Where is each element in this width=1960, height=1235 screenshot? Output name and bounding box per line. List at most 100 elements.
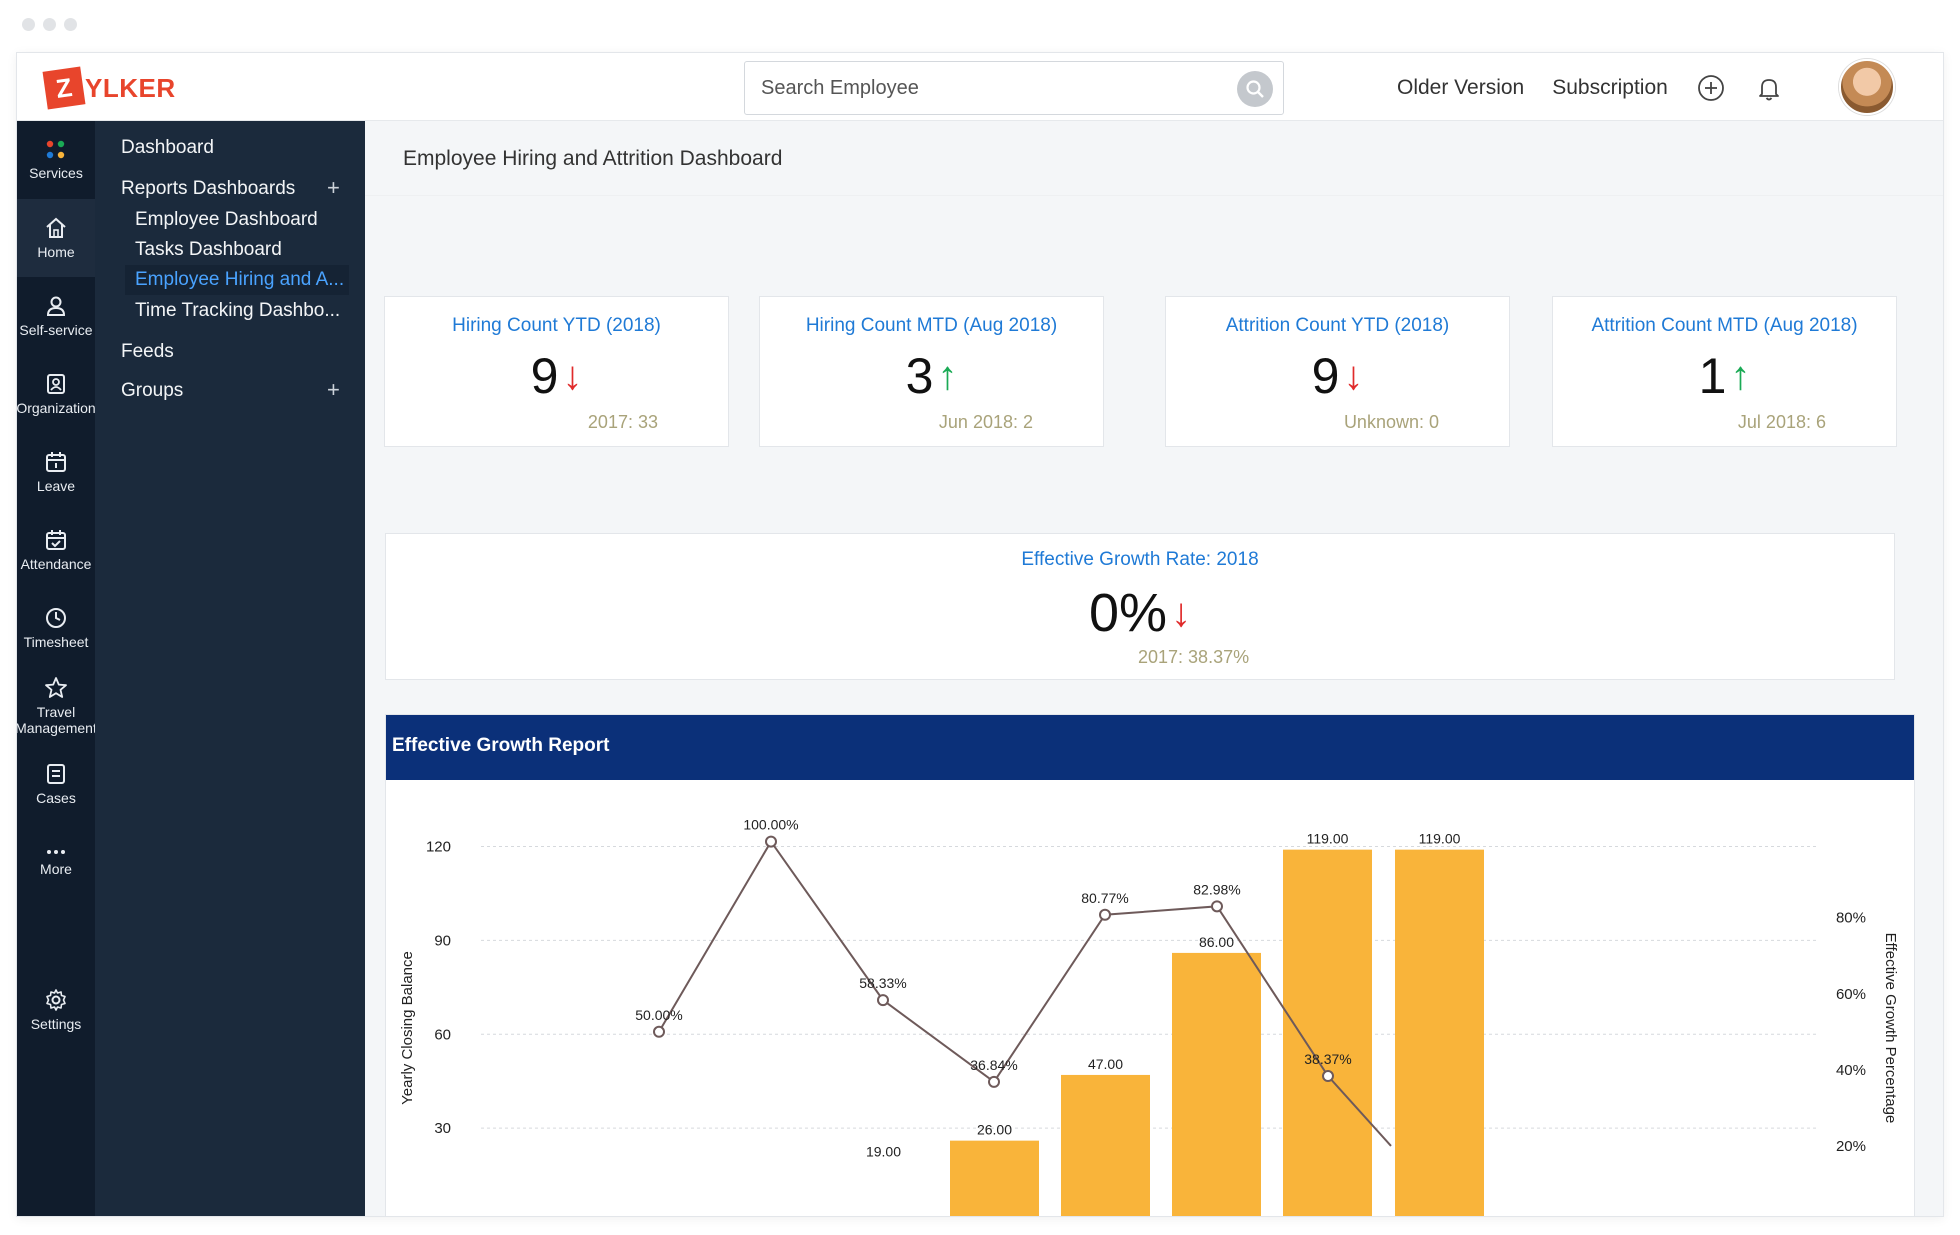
rail-more[interactable]: More bbox=[17, 823, 95, 901]
kpi-value-row: 3 ↑ bbox=[760, 347, 1103, 405]
rail-self-service[interactable]: Self-service bbox=[17, 277, 95, 355]
line-point-label: 38.37% bbox=[1304, 1051, 1351, 1067]
search-button[interactable] bbox=[1237, 71, 1273, 107]
kpi-comparison: Jun 2018: 2 bbox=[938, 412, 1033, 432]
rail-travel[interactable]: Travel Management bbox=[17, 667, 95, 745]
kpi-value-row: 9 ↓ bbox=[385, 347, 728, 405]
icon-rail: Services Home Self-service Organization … bbox=[17, 121, 95, 1216]
bell-icon[interactable] bbox=[1754, 73, 1784, 103]
y-tick-label: 120 bbox=[426, 839, 451, 856]
line-point-label: 58.33% bbox=[859, 975, 906, 991]
user-avatar[interactable] bbox=[1839, 59, 1895, 115]
rail-label: Leave bbox=[36, 477, 76, 494]
kpi-card[interactable]: Attrition Count YTD (2018) 9 ↓ Unknown: 0 bbox=[1165, 296, 1510, 447]
rail-label-2: Management bbox=[17, 720, 95, 736]
menu-reports-dashboards[interactable]: Reports Dashboards bbox=[121, 178, 296, 199]
arrow-up-icon: ↑ bbox=[1730, 353, 1751, 398]
rail-services[interactable]: Services bbox=[17, 121, 95, 199]
kpi-comparison: 2017: 33 bbox=[587, 412, 658, 432]
kpi-value-row: 1 ↑ bbox=[1553, 347, 1896, 405]
line-point bbox=[653, 1025, 665, 1038]
y-axis-title: Yearly Closing Balance bbox=[399, 951, 416, 1105]
line-point bbox=[988, 1075, 1000, 1088]
add-report-dashboard-icon[interactable]: + bbox=[327, 175, 340, 200]
rail-settings[interactable]: Settings bbox=[17, 971, 95, 1049]
logo-mark: Z bbox=[42, 66, 86, 110]
menu-tasks-dashboard[interactable]: Tasks Dashboard bbox=[135, 239, 282, 260]
growth-value-row: 0% ↓ bbox=[386, 582, 1894, 644]
arrow-down-icon: ↓ bbox=[562, 353, 583, 398]
side-menu: Dashboard Reports Dashboards + Employee … bbox=[95, 121, 365, 1216]
main-content: Employee Hiring and Attrition Dashboard … bbox=[365, 121, 1943, 1216]
y-tick-label: 30 bbox=[434, 1120, 451, 1137]
menu-dashboard[interactable]: Dashboard bbox=[121, 137, 214, 158]
arrow-down-icon: ↓ bbox=[1171, 590, 1192, 635]
settings-icon bbox=[46, 989, 66, 1011]
rail-label: Timesheet bbox=[23, 633, 89, 650]
cases-icon bbox=[47, 763, 65, 784]
subscription-link[interactable]: Subscription bbox=[1552, 76, 1668, 99]
kpi-title: Hiring Count MTD (Aug 2018) bbox=[805, 315, 1058, 336]
rail-label: More bbox=[40, 860, 72, 877]
timesheet-icon bbox=[46, 607, 66, 628]
self-service-icon bbox=[46, 296, 66, 316]
app-window: Z YLKER Older Version Subscription Servi… bbox=[16, 52, 1944, 1217]
rail-timesheet[interactable]: Timesheet bbox=[17, 589, 95, 667]
bar-value-label: 119.00 bbox=[1307, 831, 1349, 847]
rail-label: Home bbox=[37, 243, 75, 260]
zylker-logo[interactable]: Z YLKER bbox=[42, 66, 176, 110]
window-dot bbox=[43, 18, 56, 31]
menu-time-tracking[interactable]: Time Tracking Dashbo... bbox=[135, 300, 341, 321]
home-icon bbox=[46, 217, 66, 238]
line-point-label: 82.98% bbox=[1193, 881, 1240, 897]
line-point-label: 36.84% bbox=[970, 1057, 1017, 1073]
kpi-comparison: Jul 2018: 6 bbox=[1737, 412, 1826, 432]
rail-label: Attendance bbox=[20, 555, 92, 572]
growth-rate-card[interactable]: Effective Growth Rate: 2018 0% ↓ 2017: 38… bbox=[385, 533, 1895, 680]
add-group-icon[interactable]: + bbox=[327, 377, 340, 402]
rail-attendance[interactable]: Attendance bbox=[17, 511, 95, 589]
page-header: Employee Hiring and Attrition Dashboard bbox=[365, 121, 1943, 196]
rail-label: Settings bbox=[30, 1015, 82, 1032]
line-point bbox=[877, 994, 889, 1007]
rail-leave[interactable]: Leave bbox=[17, 433, 95, 511]
growth-comparison: 2017: 38.37% bbox=[1138, 647, 1250, 667]
kpi-value: 9 bbox=[1311, 348, 1340, 404]
growth-value: 0% bbox=[1088, 583, 1168, 643]
kpi-value: 9 bbox=[530, 348, 559, 404]
window-dot bbox=[64, 18, 77, 31]
attendance-icon bbox=[46, 529, 66, 550]
page-title: Employee Hiring and Attrition Dashboard bbox=[403, 147, 783, 170]
kpi-card[interactable]: Hiring Count MTD (Aug 2018) 3 ↑ Jun 2018:… bbox=[759, 296, 1104, 447]
menu-employee-dashboard[interactable]: Employee Dashboard bbox=[135, 209, 318, 230]
line-point bbox=[765, 835, 777, 848]
arrow-down-icon: ↓ bbox=[1343, 353, 1364, 398]
menu-feeds[interactable]: Feeds bbox=[121, 341, 174, 362]
bar-value-label: 19.00 bbox=[866, 1144, 901, 1160]
y2-tick-label: 20% bbox=[1836, 1138, 1866, 1155]
kpi-card[interactable]: Attrition Count MTD (Aug 2018) 1 ↑ Jul 20… bbox=[1552, 296, 1897, 447]
kpi-card[interactable]: Hiring Count YTD (2018) 9 ↓ 2017: 33 bbox=[384, 296, 729, 447]
rail-cases[interactable]: Cases bbox=[17, 745, 95, 823]
menu-groups[interactable]: Groups bbox=[121, 380, 184, 401]
rail-label: Organization bbox=[17, 399, 95, 416]
kpi-title: Attrition Count YTD (2018) bbox=[1225, 315, 1450, 336]
menu-employee-hiring[interactable]: Employee Hiring and A... bbox=[125, 265, 349, 295]
y-tick-label: 90 bbox=[434, 932, 451, 949]
chart-bar bbox=[1283, 849, 1372, 1216]
top-bar: Z YLKER Older Version Subscription bbox=[17, 53, 1943, 121]
line-point-label: 50.00% bbox=[635, 1007, 682, 1023]
y2-tick-label: 60% bbox=[1836, 986, 1866, 1003]
y2-axis-title: Effective Growth Percentage bbox=[1882, 933, 1899, 1124]
rail-home[interactable]: Home bbox=[17, 199, 95, 277]
add-icon[interactable] bbox=[1696, 73, 1726, 103]
rail-organization[interactable]: Organization bbox=[17, 355, 95, 433]
window-controls bbox=[22, 18, 77, 31]
window-dot bbox=[22, 18, 35, 31]
search-icon bbox=[1246, 80, 1264, 98]
line-point bbox=[1211, 900, 1223, 913]
search-input[interactable] bbox=[761, 76, 1201, 100]
growth-chart: 30 60 90 120 20% 40% 60% 80% Yearly Closing Bala… bbox=[399, 817, 1899, 1216]
kpi-title: Hiring Count YTD (2018) bbox=[452, 315, 661, 336]
older-version-link[interactable]: Older Version bbox=[1397, 76, 1525, 99]
